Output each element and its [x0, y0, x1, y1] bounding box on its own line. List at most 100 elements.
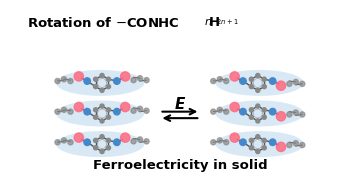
Circle shape [68, 109, 73, 114]
Text: E: E [175, 97, 185, 112]
Circle shape [300, 112, 305, 117]
Circle shape [256, 74, 260, 77]
Circle shape [224, 109, 229, 114]
Circle shape [94, 85, 98, 89]
Circle shape [249, 77, 254, 81]
Ellipse shape [216, 131, 304, 157]
Circle shape [300, 81, 305, 86]
Circle shape [211, 140, 216, 145]
Circle shape [224, 140, 229, 145]
Circle shape [240, 78, 246, 84]
Circle shape [55, 109, 60, 114]
Circle shape [249, 108, 254, 112]
Circle shape [106, 77, 111, 81]
Circle shape [131, 139, 136, 144]
Circle shape [249, 85, 254, 89]
Circle shape [100, 119, 104, 123]
Circle shape [138, 76, 143, 81]
Circle shape [293, 79, 298, 85]
Circle shape [100, 104, 104, 108]
Ellipse shape [56, 131, 144, 157]
Circle shape [74, 102, 83, 112]
Circle shape [300, 143, 305, 148]
Circle shape [276, 112, 286, 121]
Circle shape [94, 108, 98, 112]
Circle shape [269, 108, 276, 115]
Circle shape [230, 133, 239, 142]
Circle shape [287, 81, 292, 86]
Circle shape [84, 78, 91, 84]
Ellipse shape [56, 70, 144, 96]
Circle shape [269, 78, 276, 84]
Circle shape [106, 138, 111, 143]
Text: H: H [209, 16, 220, 29]
Circle shape [121, 133, 130, 142]
Text: Rotation of $-$CONHC: Rotation of $-$CONHC [27, 16, 180, 30]
Circle shape [138, 106, 143, 112]
Circle shape [106, 115, 111, 119]
Ellipse shape [56, 101, 144, 126]
Circle shape [230, 72, 239, 81]
Circle shape [262, 115, 266, 119]
Circle shape [217, 138, 222, 143]
Circle shape [211, 109, 216, 114]
Circle shape [240, 108, 246, 115]
Circle shape [262, 138, 266, 143]
Circle shape [84, 108, 91, 115]
Circle shape [256, 149, 260, 154]
Circle shape [100, 88, 104, 92]
Circle shape [276, 142, 286, 152]
Circle shape [287, 112, 292, 117]
Circle shape [224, 78, 229, 84]
Circle shape [276, 81, 286, 90]
Circle shape [249, 138, 254, 143]
Circle shape [94, 115, 98, 119]
Circle shape [256, 88, 260, 92]
Circle shape [138, 137, 143, 142]
Circle shape [256, 119, 260, 123]
Circle shape [144, 139, 149, 144]
Text: $\mathit{n}$: $\mathit{n}$ [204, 17, 212, 27]
Circle shape [94, 138, 98, 143]
Circle shape [269, 139, 276, 146]
Circle shape [106, 108, 111, 112]
Circle shape [144, 77, 149, 83]
Circle shape [74, 133, 83, 142]
Text: Ferroelectricity in solid: Ferroelectricity in solid [93, 159, 267, 172]
Circle shape [287, 143, 292, 148]
Circle shape [114, 78, 120, 84]
Circle shape [62, 107, 67, 112]
Circle shape [293, 110, 298, 115]
Text: $_{2n+1}$: $_{2n+1}$ [216, 17, 239, 27]
Circle shape [256, 135, 260, 139]
Circle shape [249, 146, 254, 150]
Circle shape [100, 149, 104, 154]
Circle shape [106, 146, 111, 150]
Circle shape [262, 108, 266, 112]
Circle shape [55, 140, 60, 145]
Circle shape [211, 78, 216, 84]
Ellipse shape [216, 70, 304, 96]
Circle shape [74, 72, 83, 81]
Circle shape [62, 77, 67, 82]
Circle shape [55, 78, 60, 84]
Circle shape [131, 77, 136, 83]
Ellipse shape [216, 101, 304, 126]
Circle shape [240, 139, 246, 146]
Circle shape [100, 74, 104, 77]
Circle shape [62, 138, 67, 143]
Circle shape [94, 77, 98, 81]
Circle shape [114, 108, 120, 115]
Circle shape [68, 78, 73, 84]
Circle shape [106, 85, 111, 89]
Circle shape [100, 135, 104, 139]
Circle shape [262, 146, 266, 150]
Circle shape [217, 77, 222, 82]
Circle shape [84, 139, 91, 146]
Circle shape [144, 108, 149, 113]
Circle shape [249, 115, 254, 119]
Circle shape [121, 102, 130, 112]
Circle shape [94, 146, 98, 150]
Circle shape [217, 107, 222, 112]
Circle shape [68, 140, 73, 145]
